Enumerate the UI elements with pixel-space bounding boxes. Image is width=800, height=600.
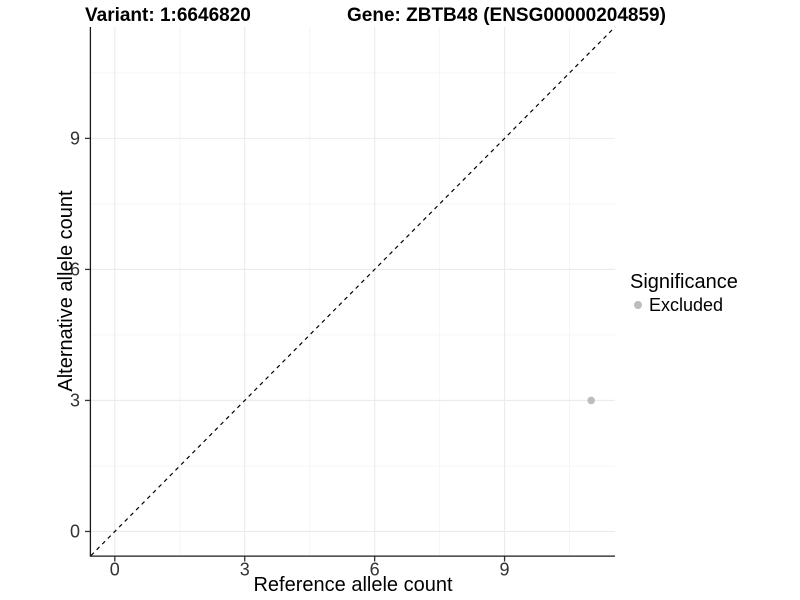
y-tick-label: 9 (70, 128, 80, 148)
y-tick-label: 3 (70, 390, 80, 410)
identity-line (90, 26, 616, 556)
legend: Significance Excluded (630, 272, 738, 314)
legend-title: Significance (630, 271, 738, 293)
plot-title-gene: Gene: ZBTB48 (ENSG00000204859) (347, 5, 666, 26)
y-tick-label: 0 (70, 521, 80, 541)
x-tick-label: 3 (240, 560, 250, 580)
x-tick-label: 9 (500, 560, 510, 580)
legend-point-swatch (634, 301, 642, 309)
y-tick-label: 6 (70, 259, 80, 279)
legend-item-label: Excluded (649, 295, 724, 315)
y-axis-title: Alternative allele count (55, 190, 77, 392)
x-tick-label: 6 (370, 560, 380, 580)
legend-item-excluded: Excluded (630, 296, 738, 314)
data-point (587, 396, 595, 405)
plot-title-variant: Variant: 1:6646820 (85, 5, 251, 26)
x-axis-title: Reference allele count (253, 574, 453, 596)
x-tick-label: 0 (110, 560, 120, 580)
